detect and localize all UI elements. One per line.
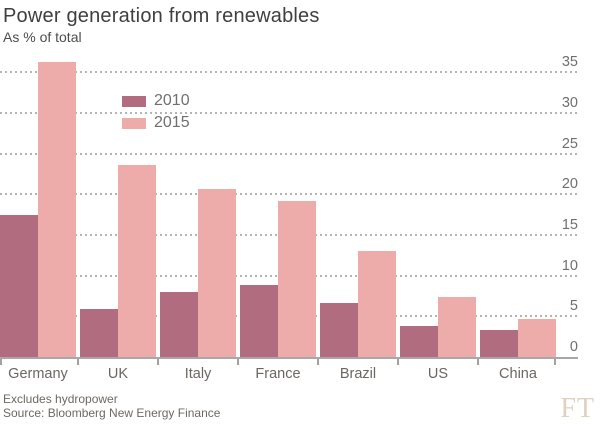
- axis-tick-2: [157, 359, 159, 365]
- bar-group-brazil: [320, 52, 396, 357]
- bar-group-france: [240, 52, 316, 357]
- bar-us-2015: [438, 296, 476, 357]
- chart-subtitle: As % of total: [3, 29, 82, 45]
- x-axis-labels: Germany UK Italy France Brazil US China: [0, 366, 556, 386]
- x-axis-label-uk: UK: [107, 366, 129, 382]
- y-axis-label-20: 20: [561, 176, 578, 193]
- bar-italy-2015: [198, 188, 236, 357]
- footnote-exclusion: Excludes hydropower: [3, 392, 118, 406]
- axis-tick-4: [317, 359, 319, 365]
- bar-uk-2015: [118, 165, 156, 357]
- legend-item-2015: 2015: [122, 112, 190, 134]
- bar-group-italy: [160, 52, 236, 357]
- axis-tick-7: [554, 359, 556, 365]
- x-axis-label-france: France: [255, 366, 301, 382]
- x-axis-label-germany: Germany: [8, 366, 68, 382]
- x-axis-label-italy: Italy: [184, 366, 212, 382]
- axis-tick-0: [0, 359, 2, 365]
- legend-swatch-2010: [122, 95, 146, 107]
- gridline-30: [0, 112, 578, 114]
- bar-group-china: [480, 52, 556, 357]
- bar-china-2015: [518, 318, 556, 357]
- chart-footnotes: Excludes hydropower Source: Bloomberg Ne…: [3, 392, 221, 420]
- bar-germany-2010: [0, 215, 38, 357]
- bar-germany-2015: [38, 61, 76, 357]
- footnote-source: Source: Bloomberg New Energy Finance: [3, 405, 221, 420]
- y-axis-label-5: 5: [569, 298, 578, 315]
- ft-logo: FT: [560, 393, 595, 424]
- bar-uk-2010: [80, 309, 118, 357]
- bar-italy-2010: [160, 291, 198, 357]
- y-axis-label-0: 0: [569, 339, 578, 355]
- axis-tick-6: [477, 359, 479, 365]
- bar-france-2015: [278, 200, 316, 357]
- y-axis-label-35: 35: [561, 54, 578, 71]
- bar-brazil-2015: [358, 251, 396, 357]
- y-axis-label-15: 15: [561, 217, 578, 233]
- bar-brazil-2010: [320, 302, 358, 357]
- bar-france-2010: [240, 285, 278, 357]
- bar-group-uk: [80, 52, 156, 357]
- bar-group-germany: [0, 52, 76, 357]
- chart-title: Power generation from renewables: [3, 5, 320, 27]
- legend-item-2010: 2010: [122, 90, 190, 112]
- bar-groups: [0, 52, 556, 357]
- x-axis-label-brazil: Brazil: [339, 366, 377, 382]
- gridline-35: [0, 71, 578, 74]
- gridline-20: [0, 193, 578, 196]
- legend-label-2010: 2010: [154, 92, 190, 109]
- y-axis-label-25: 25: [561, 135, 578, 152]
- bar-us-2010: [400, 326, 438, 357]
- bar-china-2010: [480, 330, 518, 357]
- gridline-25: [0, 152, 578, 155]
- legend-label-2015: 2015: [154, 114, 190, 131]
- axis-tick-3: [237, 359, 239, 365]
- axis-tick-5: [397, 359, 399, 365]
- y-axis-label-30: 30: [561, 95, 578, 111]
- legend-swatch-2015: [122, 117, 146, 129]
- x-axis-label-china: China: [499, 366, 537, 382]
- axis-tick-1: [77, 359, 79, 365]
- x-axis-label-us: US: [427, 366, 449, 382]
- chart-legend: 2010 2015: [122, 90, 190, 134]
- plot-area: 0 5 10 15 20 25 30 35: [0, 52, 600, 357]
- x-axis-baseline: [0, 357, 578, 359]
- y-axis-label-10: 10: [561, 257, 578, 274]
- bar-group-us: [400, 52, 476, 357]
